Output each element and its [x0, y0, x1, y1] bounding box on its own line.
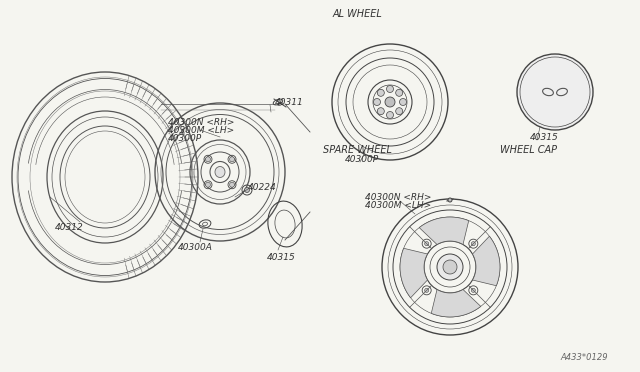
Circle shape: [448, 198, 452, 202]
Text: AL WHEEL: AL WHEEL: [333, 9, 383, 19]
Circle shape: [230, 182, 234, 187]
Text: 40300A: 40300A: [178, 243, 213, 251]
Circle shape: [471, 288, 476, 292]
PathPatch shape: [431, 289, 481, 317]
Text: WHEEL CAP: WHEEL CAP: [500, 145, 557, 155]
Text: 40300N <RH>: 40300N <RH>: [365, 192, 431, 202]
Circle shape: [387, 112, 394, 119]
Circle shape: [378, 89, 384, 96]
Text: A433*0129: A433*0129: [560, 353, 607, 362]
Circle shape: [387, 86, 394, 93]
Circle shape: [425, 242, 429, 246]
Circle shape: [205, 157, 211, 162]
Text: 40300P: 40300P: [168, 134, 202, 142]
Circle shape: [437, 254, 463, 280]
Circle shape: [385, 97, 395, 107]
Circle shape: [396, 108, 403, 115]
Circle shape: [471, 242, 476, 246]
Circle shape: [396, 89, 403, 96]
Text: 40224: 40224: [248, 183, 276, 192]
Text: 40315: 40315: [530, 132, 559, 141]
Text: 40315: 40315: [267, 253, 296, 262]
Circle shape: [244, 187, 250, 192]
Text: 40300M <LH>: 40300M <LH>: [365, 201, 431, 209]
Circle shape: [378, 108, 384, 115]
Text: 40300P: 40300P: [345, 154, 379, 164]
Circle shape: [443, 260, 457, 274]
Ellipse shape: [215, 167, 225, 177]
Circle shape: [399, 99, 406, 106]
Circle shape: [205, 182, 211, 187]
Text: 40312: 40312: [55, 222, 84, 231]
Circle shape: [230, 157, 234, 162]
Text: 40311: 40311: [275, 97, 304, 106]
PathPatch shape: [419, 217, 468, 244]
PathPatch shape: [472, 236, 500, 286]
Circle shape: [425, 288, 429, 292]
Text: SPARE WHEEL: SPARE WHEEL: [323, 145, 392, 155]
PathPatch shape: [400, 248, 428, 298]
Circle shape: [374, 99, 381, 106]
Circle shape: [517, 54, 593, 130]
Text: 40300M <LH>: 40300M <LH>: [168, 125, 234, 135]
Text: 40300N <RH>: 40300N <RH>: [168, 118, 234, 126]
